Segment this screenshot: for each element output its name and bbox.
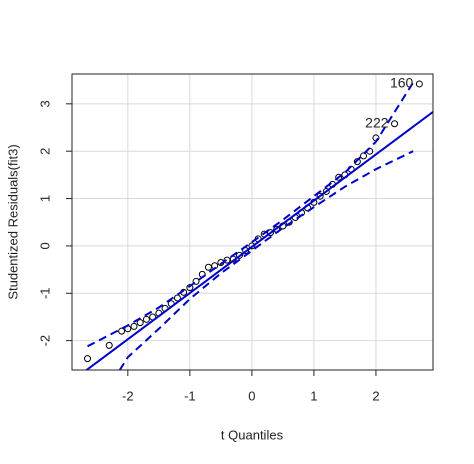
y-tick-label: -2: [37, 335, 52, 347]
x-axis-title: t Quantiles: [221, 427, 284, 442]
point: [118, 327, 126, 335]
point: [105, 341, 113, 349]
point: [360, 152, 368, 160]
point: [335, 173, 343, 181]
y-tick-label: 1: [37, 195, 52, 202]
point-label: 160: [390, 75, 414, 91]
point: [136, 319, 144, 327]
plot-area: [84, 80, 433, 370]
y-tick-label: -1: [37, 287, 52, 299]
point: [142, 315, 150, 323]
x-tick-label: 0: [248, 388, 255, 403]
band-line: [118, 150, 414, 370]
y-tick-label: 2: [37, 148, 52, 155]
point: [248, 242, 256, 250]
point: [204, 263, 212, 271]
x-tick-label: -2: [122, 388, 134, 403]
band-line: [87, 81, 414, 348]
point: [130, 322, 138, 330]
y-tick-label: 3: [37, 100, 52, 107]
x-tick-label: -1: [184, 388, 196, 403]
reference-line: [84, 111, 433, 370]
point: [84, 355, 92, 363]
x-tick-label: 2: [372, 388, 379, 403]
point: [235, 251, 243, 259]
point: [266, 229, 274, 237]
point: [186, 284, 194, 292]
plot-frame: [71, 73, 434, 371]
point: [192, 277, 200, 285]
point: [173, 294, 181, 302]
point: [316, 192, 324, 200]
point: [353, 158, 361, 166]
point: [391, 120, 399, 128]
y-axis-title: Studentized Residuals(fit3): [5, 144, 20, 299]
point: [415, 80, 423, 88]
y-tick-label: 0: [37, 242, 52, 249]
point-label: 222: [365, 114, 389, 130]
x-tick-label: 1: [310, 388, 317, 403]
point: [322, 187, 330, 195]
